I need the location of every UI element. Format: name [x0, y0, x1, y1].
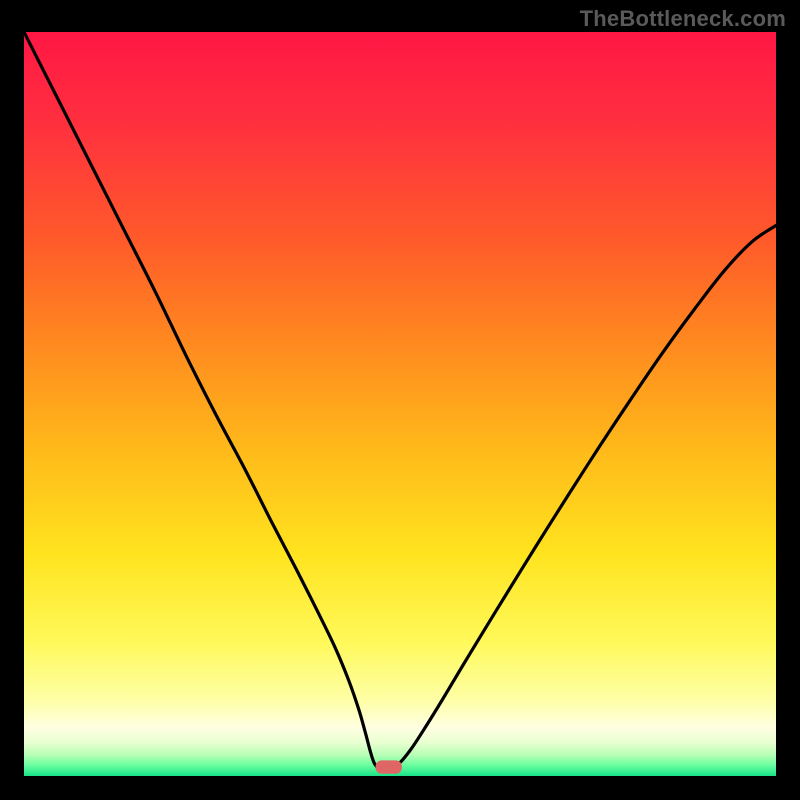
- figure-frame: TheBottleneck.com: [0, 0, 800, 800]
- gradient-background: [24, 32, 776, 776]
- bottleneck-marker: [376, 760, 402, 773]
- watermark-text: TheBottleneck.com: [580, 6, 786, 32]
- bottleneck-chart: [24, 32, 776, 776]
- chart-svg: [24, 32, 776, 776]
